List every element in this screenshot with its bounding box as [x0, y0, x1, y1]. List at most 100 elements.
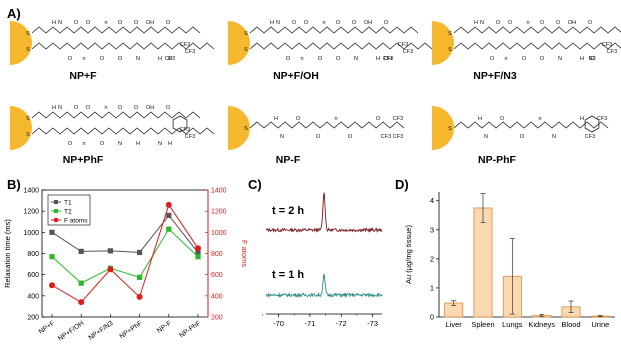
y-tick-label: 600	[27, 272, 39, 279]
atom-label: O	[316, 134, 321, 140]
atom-label: O	[292, 20, 297, 26]
gold-nanoparticle	[10, 21, 32, 65]
atom-label: N	[552, 134, 556, 140]
structure-3: SSH N O On O O OH OO n O O N H N3CF3CF3Cl	[432, 20, 621, 65]
atom-label: O	[540, 20, 545, 26]
structure-6: SHNOOnNHCF3CF3	[432, 106, 608, 150]
data-point	[137, 250, 142, 255]
y-tick-label: 400	[27, 293, 39, 300]
atom-label: N	[158, 141, 162, 147]
chain-upper	[250, 27, 418, 33]
atom-label: S	[244, 31, 248, 37]
panel-d-chart: 0 1 2 3 4 Au (µg/mg tissue) Liver Spleen Lungs Ki…	[395, 182, 621, 344]
atom-label: CF3	[597, 116, 607, 122]
atom-label: H	[580, 56, 584, 62]
y-axis-title: Relaxation time (ms)	[3, 219, 12, 288]
x-tick-label: Lungs	[502, 320, 523, 329]
atom-label: O	[166, 105, 171, 111]
y2-axis-title: F atoms	[240, 240, 249, 267]
atom-label: N	[118, 141, 122, 147]
atom-label: N	[276, 20, 280, 26]
x-tick-label: Kidneys	[528, 320, 555, 329]
atom-label: n	[82, 56, 85, 62]
y2-tick-label: 1200	[211, 209, 227, 216]
structure-name: NP+F/N3	[473, 70, 517, 82]
y-tick-label: 800	[27, 251, 39, 258]
data-point	[195, 254, 200, 259]
atom-label: H	[158, 56, 162, 62]
atom-label: N	[558, 56, 562, 62]
atom-label: O	[520, 134, 525, 140]
atom-label: N	[58, 20, 62, 26]
data-point	[108, 248, 113, 253]
chain-single	[250, 122, 404, 128]
atom-label: H	[580, 116, 584, 122]
y2-tick-label: 1400	[211, 188, 227, 195]
atom-label: O	[376, 116, 381, 122]
atom-label: O	[168, 56, 173, 62]
panel-c-chart: -70 -71 -72 -73 t = 2 ht = 1 h	[260, 182, 390, 344]
series-line-2	[52, 229, 198, 283]
atom-label: n	[300, 56, 303, 62]
bar-spleen	[474, 208, 492, 317]
data-point	[49, 230, 54, 235]
data-point	[49, 282, 55, 288]
atom-label: O	[348, 134, 353, 140]
atom-label: H	[136, 141, 140, 147]
data-point	[79, 281, 84, 286]
atom-label: OH	[364, 20, 372, 26]
y2-tick-label: 1000	[211, 230, 227, 237]
atom-label: O	[118, 20, 123, 26]
atom-label: O	[500, 116, 505, 122]
atom-label: O	[166, 20, 171, 26]
atom-label: CF3	[381, 134, 391, 140]
structure-name: NP+F	[69, 70, 97, 82]
structure-name: NP+F/OH	[273, 70, 319, 82]
atom-label: S	[244, 47, 248, 53]
structure-name: NP-F	[276, 154, 301, 166]
atom-label: OH	[146, 20, 154, 26]
y2-tick-label: 600	[211, 272, 223, 279]
atom-label: N	[484, 134, 488, 140]
atom-label: CF3	[180, 42, 190, 48]
legend-label: T1	[64, 199, 72, 206]
y2-tick-label: 200	[211, 315, 223, 322]
atom-label: n	[82, 141, 85, 147]
legend-marker	[54, 209, 58, 213]
atom-label: CF3	[180, 127, 190, 133]
spectrum-label: t = 2 h	[272, 205, 304, 217]
atom-label: H	[52, 20, 56, 26]
x-tick-label: Urine	[591, 320, 609, 329]
atom-label: n	[538, 116, 541, 122]
y-tick-label: 3	[430, 225, 434, 234]
atom-label: O	[588, 20, 593, 26]
panel-a-canvas: SSH N O On O O OH OO n O O N H CF3CF3CF3ONP+FSSH N O On O…	[0, 0, 621, 180]
atom-label: n	[104, 105, 107, 111]
structure-1: SSH N O On O O OH OO n O O N H CF3CF3CF3O	[10, 20, 214, 65]
y-tick-label: 0	[430, 313, 434, 322]
atom-label: CF3	[393, 134, 403, 140]
atom-label: O	[286, 56, 291, 62]
atom-label: CF3	[602, 42, 612, 48]
panel-b-svg: 2004006008001000120014002004006008001000…	[0, 182, 252, 344]
atom-label: OH	[568, 20, 576, 26]
gold-nanoparticle	[10, 106, 32, 150]
y-axis-title: Au (µg/mg tissue)	[404, 225, 413, 284]
atom-label: O	[336, 20, 341, 26]
legend-marker	[54, 200, 58, 204]
atom-label: S	[26, 47, 30, 53]
spectrum-label: t = 1 h	[272, 269, 304, 281]
x-tick-label: -72	[336, 319, 347, 328]
atom-label: O	[496, 20, 501, 26]
x-tick-label: Liver	[446, 320, 463, 329]
x-tick-label: Spleen	[471, 320, 494, 329]
atom-label: CF3	[403, 49, 413, 55]
atom-label: O	[68, 56, 73, 62]
legend-label: F atoms	[64, 217, 88, 224]
atom-label: O	[118, 56, 123, 62]
atom-label: H	[270, 20, 274, 26]
atom-label: O	[74, 20, 79, 26]
y-tick-label: 200	[27, 315, 39, 322]
gold-nanoparticle	[228, 21, 250, 65]
